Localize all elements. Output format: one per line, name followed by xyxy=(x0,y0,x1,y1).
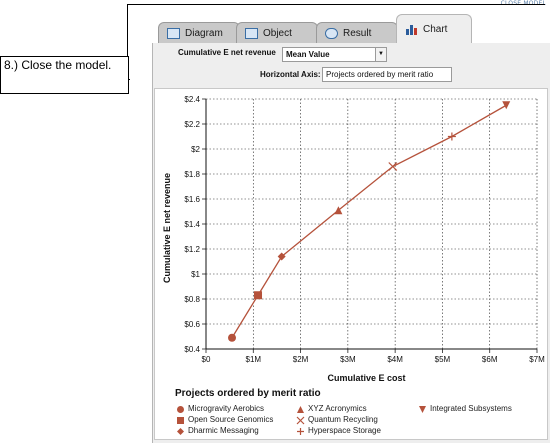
variable-select-value: Mean Value xyxy=(286,50,330,59)
tab-object[interactable]: Object xyxy=(236,22,318,44)
horizontal-axis-value: Projects ordered by merit ratio xyxy=(326,70,434,79)
legend-marker-shape xyxy=(296,416,305,425)
legend-label: Open Source Genomics xyxy=(188,415,274,424)
horizontal-axis-select[interactable]: Projects ordered by merit ratio xyxy=(322,67,452,82)
legend-marker-shape xyxy=(177,406,184,413)
legend-label: Microgravity Aerobics xyxy=(188,404,265,413)
callout-connector-vertical xyxy=(127,4,128,80)
diagram-icon xyxy=(167,28,180,39)
callout-connector-top xyxy=(127,4,545,5)
horizontal-axis-label: Horizontal Axis: xyxy=(260,70,321,79)
tab-label: Diagram xyxy=(185,28,223,39)
legend-marker-shape xyxy=(297,428,304,435)
legend-label: XYZ Acronymics xyxy=(308,404,367,413)
tab-diagram[interactable]: Diagram xyxy=(158,22,240,44)
legend-label: Quantum Recycling xyxy=(308,415,378,424)
legend-label: Dharmic Messaging xyxy=(188,426,259,435)
instruction-callout: 8.) Close the model. xyxy=(0,56,129,94)
legend-marker xyxy=(297,428,304,435)
callout-text: 8.) Close the model. xyxy=(4,58,112,72)
legend-marker-shape xyxy=(177,428,184,435)
tab-label: Object xyxy=(263,28,292,39)
callout-connector-horizontal xyxy=(129,79,130,80)
legend-marker-shape xyxy=(177,417,184,424)
legend-title: Projects ordered by merit ratio xyxy=(175,388,321,399)
tab-chart[interactable]: Chart xyxy=(396,14,472,44)
legend-label: Hyperspace Storage xyxy=(308,426,381,435)
legend-marker-shape xyxy=(297,406,304,413)
result-icon xyxy=(325,28,338,39)
tab-label: Result xyxy=(343,28,372,39)
legend-marker xyxy=(297,406,304,413)
legend-marker xyxy=(419,406,426,413)
legend-label: Integrated Subsystems xyxy=(430,404,512,413)
chevron-down-icon: ▼ xyxy=(375,48,386,61)
close-model-hint[interactable]: CLOSE MODEL xyxy=(501,0,546,7)
legend-marker xyxy=(177,428,184,435)
tab-strip: Diagram Object Result Chart xyxy=(150,14,550,44)
chart-icon xyxy=(405,24,418,35)
variable-label: Cumulative E net revenue xyxy=(178,48,276,57)
variable-select[interactable]: Mean Value ▼ xyxy=(282,47,387,62)
legend-marker xyxy=(296,416,305,425)
object-icon xyxy=(245,28,258,39)
tab-label: Chart xyxy=(423,24,448,35)
tab-result[interactable]: Result xyxy=(316,22,398,44)
legend-marker xyxy=(177,417,184,424)
legend-marker xyxy=(177,406,184,413)
legend-marker-shape xyxy=(419,406,426,413)
